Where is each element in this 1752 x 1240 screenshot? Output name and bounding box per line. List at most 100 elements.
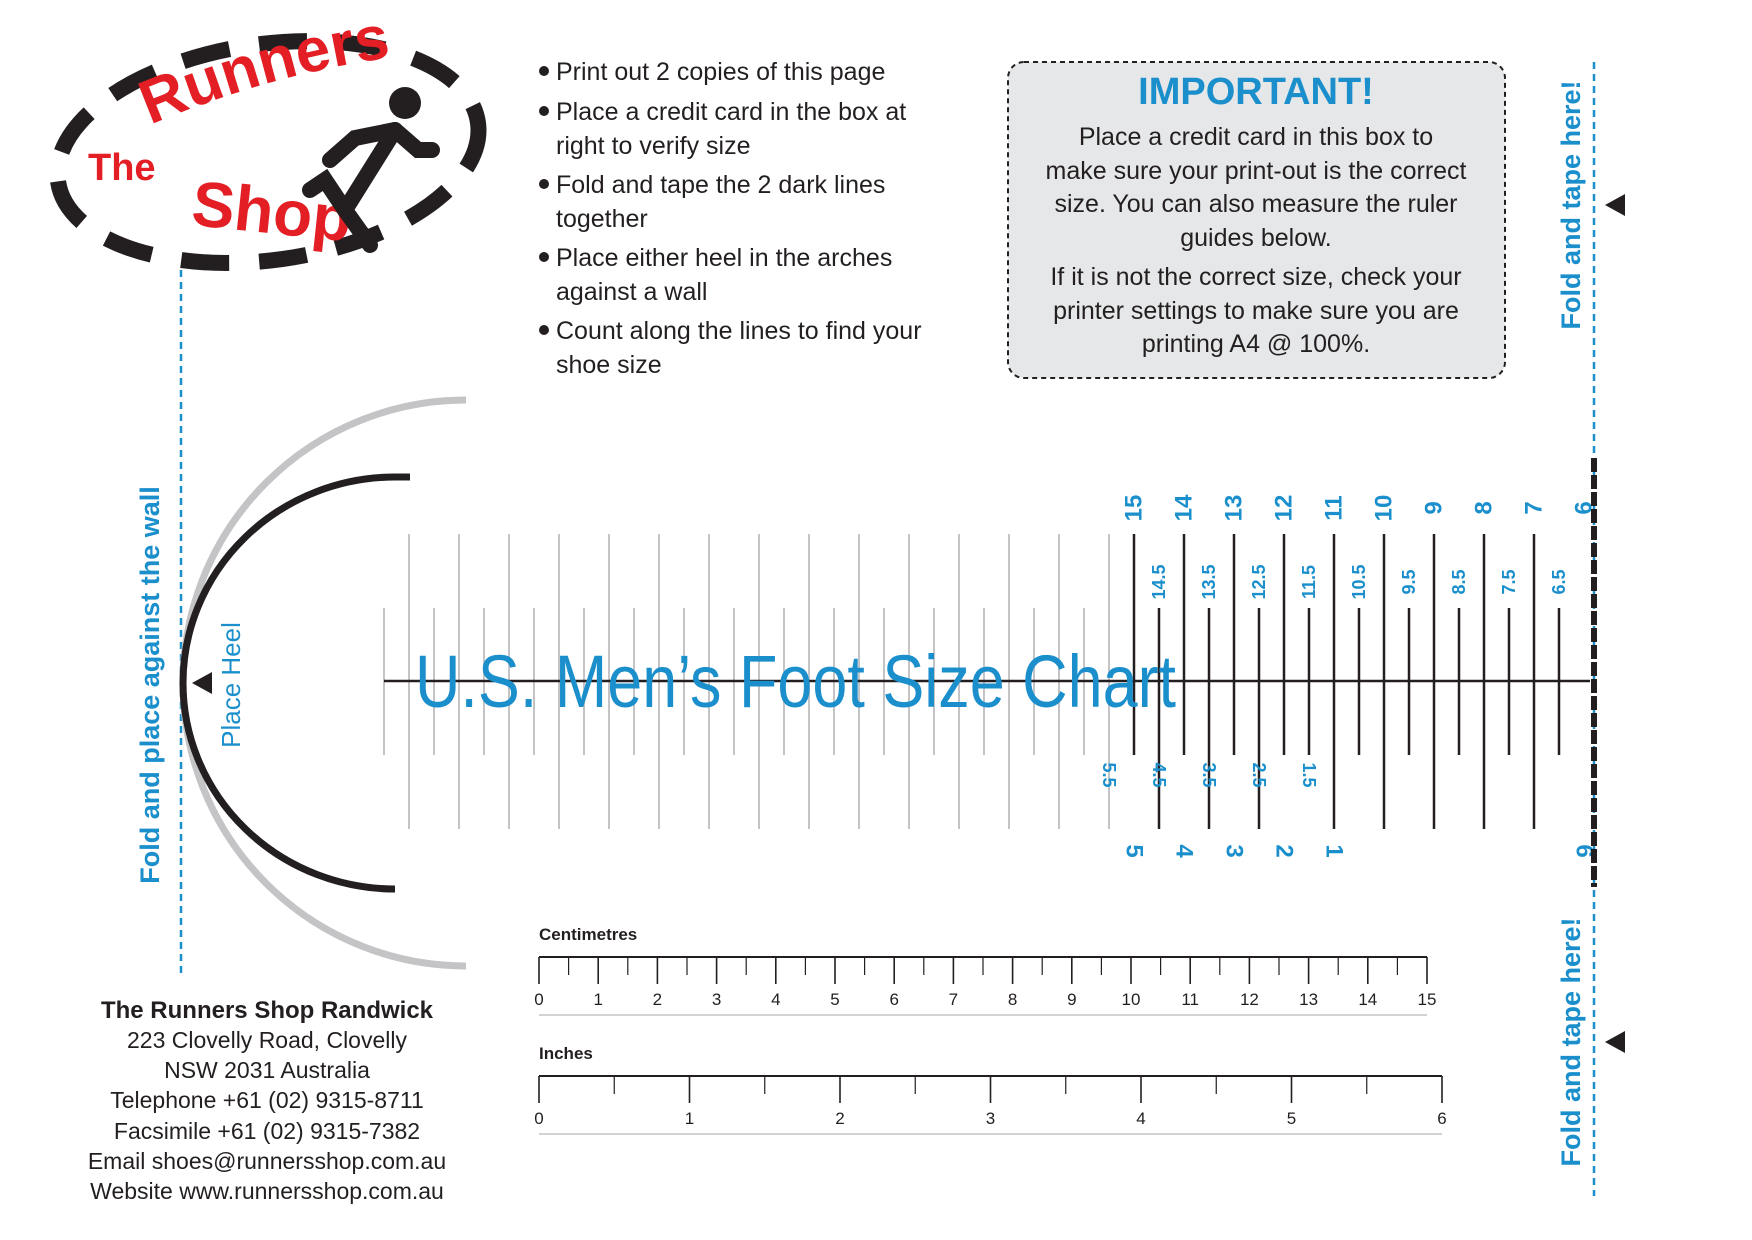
size-label-5: 5 bbox=[1121, 844, 1148, 857]
bullet-icon bbox=[539, 106, 549, 116]
size-label-12: 12 bbox=[1271, 495, 1298, 522]
ruler-tick-label: 15 bbox=[1418, 990, 1437, 1009]
cm-ruler: 0 1 2 3 4 5 6 7 8 9 10 11 12 13 14 15 bbox=[534, 956, 1437, 1016]
size-label-6: 6 bbox=[1571, 501, 1598, 514]
size-label-2: 2 bbox=[1271, 844, 1298, 857]
ruler-tick-label: 2 bbox=[835, 1109, 844, 1128]
ruler-tick-label: 1 bbox=[593, 990, 602, 1009]
address-line: 223 Clovelly Road, Clovelly bbox=[127, 1027, 407, 1053]
ruler-tick-label: 6 bbox=[889, 990, 898, 1009]
email-link[interactable]: Email shoes@runnersshop.com.au bbox=[88, 1148, 446, 1174]
ruler-tick-label: 4 bbox=[1136, 1109, 1145, 1128]
ruler-tick-label: 10 bbox=[1122, 990, 1141, 1009]
ruler-tick-label: 7 bbox=[949, 990, 958, 1009]
ruler-tick-label: 11 bbox=[1181, 990, 1199, 1009]
instruction-text: Place a credit card in the box at bbox=[556, 98, 906, 126]
inch-ruler-label: Inches bbox=[539, 1044, 593, 1063]
ruler-tick-label: 3 bbox=[986, 1109, 995, 1128]
size-labels: 15 14 13 12 11 10 9 8 7 614.5 13.5 12.5 11.5 10.5 9.5 8… bbox=[1099, 494, 1598, 858]
ruler-tick-label: 8 bbox=[1008, 990, 1017, 1009]
ruler-tick-label: 5 bbox=[1287, 1109, 1296, 1128]
instruction-item: Place either heel in the arches against … bbox=[539, 244, 892, 306]
instruction-text: Count along the lines to find your bbox=[556, 317, 922, 345]
running-man-icon bbox=[302, 87, 440, 253]
cm-ruler-label: Centimetres bbox=[539, 925, 637, 944]
important-text: printer settings to make sure you are bbox=[1053, 297, 1459, 325]
size-label-10.5: 10.5 bbox=[1349, 564, 1369, 599]
size-label-7: 7 bbox=[1521, 501, 1548, 514]
inch-ruler: 0 1 2 3 4 5 6 bbox=[534, 1075, 1447, 1135]
important-text: printing A4 @ 100%. bbox=[1142, 330, 1370, 358]
wall-fold-label: Fold and place against the wall bbox=[135, 486, 165, 884]
ruler-tick-label: 2 bbox=[653, 990, 662, 1009]
fold-tape-label-top: Fold and tape here! bbox=[1556, 80, 1586, 329]
tape-pointer-triangle-icon bbox=[1605, 1031, 1625, 1053]
size-label-3.5: 3.5 bbox=[1199, 762, 1219, 787]
size-label-13: 13 bbox=[1221, 495, 1248, 522]
address-line: NSW 2031 Australia bbox=[164, 1057, 370, 1083]
chart-title: U.S. Men’s Foot Size Chart bbox=[415, 640, 1176, 723]
fold-tape-label-bottom: Fold and tape here! bbox=[1556, 917, 1586, 1166]
size-label-14.5: 14.5 bbox=[1149, 564, 1169, 599]
size-label-4.5: 4.5 bbox=[1149, 762, 1169, 787]
instruction-text: Print out 2 copies of this page bbox=[556, 58, 885, 86]
size-label-2.5: 2.5 bbox=[1249, 762, 1269, 787]
size-label-1: 1 bbox=[1321, 844, 1348, 857]
bullet-icon bbox=[539, 179, 549, 189]
important-text: guides below. bbox=[1180, 224, 1332, 252]
heel-pointer-triangle-icon bbox=[192, 672, 212, 694]
ruler-tick-label: 12 bbox=[1240, 990, 1259, 1009]
size-label-8: 8 bbox=[1471, 501, 1498, 514]
size-label-3: 3 bbox=[1221, 844, 1248, 857]
size-label-7.5: 7.5 bbox=[1499, 569, 1519, 594]
ruler-tick-label: 6 bbox=[1437, 1109, 1446, 1128]
bullet-icon bbox=[539, 252, 549, 262]
ruler-tick-label: 5 bbox=[830, 990, 839, 1009]
size-label-9.5: 9.5 bbox=[1399, 569, 1419, 594]
bullet-icon bbox=[539, 66, 549, 76]
important-text: Place a credit card in this box to bbox=[1079, 123, 1433, 151]
instruction-text: Fold and tape the 2 dark lines bbox=[556, 171, 885, 199]
shop-name: The Runners Shop Randwick bbox=[101, 997, 434, 1024]
ruler-tick-label: 13 bbox=[1299, 990, 1318, 1009]
telephone-line: Telephone +61 (02) 9315-8711 bbox=[110, 1087, 424, 1113]
instruction-text: Place either heel in the arches bbox=[556, 244, 892, 272]
important-text: make sure your print-out is the correct bbox=[1046, 157, 1467, 185]
instruction-text: right to verify size bbox=[556, 132, 751, 160]
card-box-outline bbox=[1007, 61, 1506, 379]
important-heading: IMPORTANT! bbox=[1138, 71, 1374, 113]
size-label-12.5: 12.5 bbox=[1249, 564, 1269, 599]
size-guide-lines bbox=[383, 534, 1590, 829]
heel-arch-inner bbox=[179, 473, 410, 893]
ruler-tick-label: 4 bbox=[771, 990, 780, 1009]
size-label-11: 11 bbox=[1321, 495, 1348, 520]
important-text: If it is not the correct size, check you… bbox=[1050, 263, 1461, 291]
ruler-tick-label: 1 bbox=[685, 1109, 694, 1128]
instruction-item: Place a credit card in the box at right … bbox=[539, 98, 906, 160]
tape-pointer-triangle-icon bbox=[1605, 194, 1625, 216]
instruction-text: against a wall bbox=[556, 278, 707, 306]
ruler-tick-label: 3 bbox=[712, 990, 721, 1009]
size-label-1.5: 1.5 bbox=[1299, 762, 1319, 787]
place-heel-label: Place Heel bbox=[216, 622, 246, 748]
instruction-item: Print out 2 copies of this page bbox=[539, 58, 885, 86]
size-label-6.5: 6.5 bbox=[1549, 569, 1569, 594]
ruler-tick-label: 0 bbox=[534, 990, 543, 1009]
instructions-list: Print out 2 copies of this page Place a … bbox=[539, 58, 922, 379]
size-label-9: 9 bbox=[1421, 501, 1448, 514]
shop-address: The Runners Shop Randwick 223 Clovelly R… bbox=[88, 997, 446, 1204]
instruction-text: shoe size bbox=[556, 351, 662, 379]
website-link[interactable]: Website www.runnersshop.com.au bbox=[90, 1178, 444, 1204]
size-label-11.5: 11.5 bbox=[1299, 565, 1319, 599]
instruction-text: together bbox=[556, 205, 648, 233]
size-label-13.5: 13.5 bbox=[1199, 564, 1219, 599]
instruction-item: Count along the lines to find your shoe … bbox=[539, 317, 922, 379]
logo-dashed-ellipse bbox=[49, 33, 487, 271]
size-label-6: 6 bbox=[1571, 844, 1598, 857]
ruler-tick-label: 0 bbox=[534, 1109, 543, 1128]
size-label-15: 15 bbox=[1121, 495, 1148, 522]
instruction-item: Fold and tape the 2 dark lines together bbox=[539, 171, 885, 233]
size-label-4: 4 bbox=[1171, 844, 1198, 858]
